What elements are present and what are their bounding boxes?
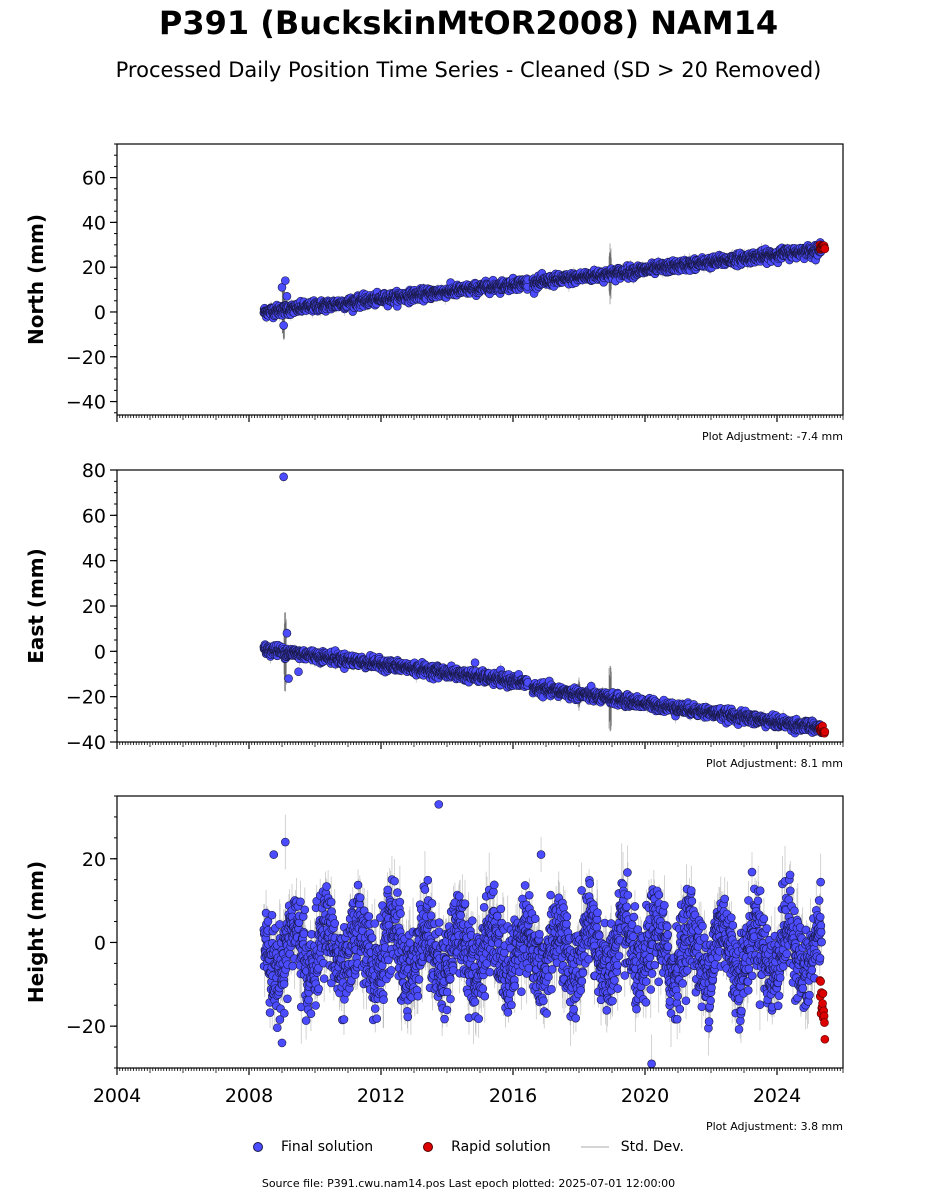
y-axis-label: North (mm)	[24, 214, 48, 345]
final-solution-point	[282, 291, 292, 301]
final-solution-point	[280, 276, 290, 285]
y-tick-label: −40	[66, 392, 106, 414]
y-tick-label: 0	[94, 302, 106, 324]
plot-frame	[116, 143, 844, 416]
chart-title: P391 (BuckskinMtOR2008) NAM14	[158, 4, 779, 42]
rapid-solution-points	[815, 240, 830, 254]
rapid-solution-point	[820, 244, 830, 254]
plot-area	[259, 471, 830, 738]
panel-1: −40 −20 0 20 40 60 North (mm) Plot Adjustment: …	[24, 143, 844, 443]
plot-adjustment-note: Plot Adjustment: -7.4 mm	[702, 430, 843, 443]
y-tick-label: 60	[82, 168, 106, 190]
y-tick-label: 40	[82, 212, 106, 234]
final-solution-point	[279, 321, 288, 330]
plot-area	[259, 238, 830, 341]
chart-subtitle: Processed Daily Position Time Series - C…	[115, 58, 822, 82]
final-solution-points	[259, 238, 826, 330]
final-solution-points	[259, 472, 826, 738]
y-tick-label: 20	[82, 257, 106, 279]
y-tick-label: −20	[66, 347, 106, 369]
